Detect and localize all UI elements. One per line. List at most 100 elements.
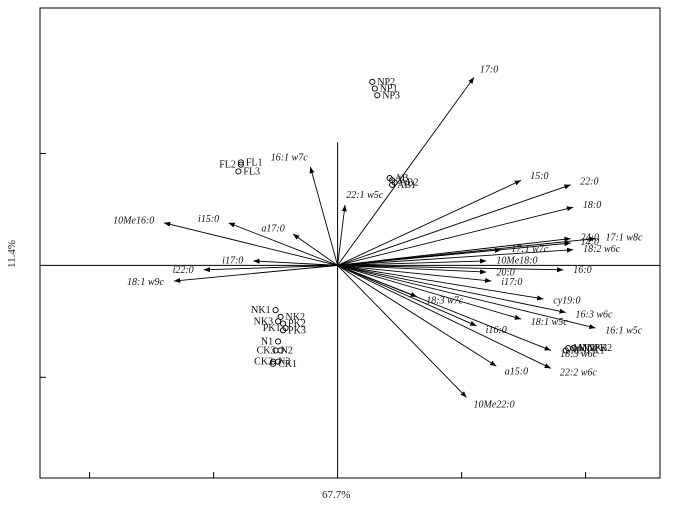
sample-point	[389, 181, 396, 188]
variable-label: 17:1 w7c	[511, 244, 549, 255]
variable-label: i15:0	[198, 214, 219, 225]
sample-label: NK3	[254, 316, 273, 327]
sample-point	[371, 85, 378, 92]
sample-point	[277, 313, 284, 320]
variable-vector	[173, 264, 338, 283]
variable-vector	[337, 264, 418, 298]
sample-point	[275, 358, 282, 365]
sample-label: NK1	[251, 305, 270, 316]
sample-label: PK2	[288, 319, 306, 330]
sample-label: NP3	[382, 90, 400, 101]
variable-label: i17:0	[501, 277, 522, 288]
variable-vector	[337, 264, 492, 283]
sample-label: NP2	[377, 77, 395, 88]
variable-label: 20:0	[496, 268, 514, 279]
sample-point	[562, 347, 569, 354]
sample-label: FL2	[219, 160, 236, 171]
sample-label: NP1	[380, 84, 398, 95]
sample-point	[237, 161, 244, 168]
variable-vector	[337, 204, 347, 266]
plot-frame	[39, 7, 661, 479]
variable-vector	[337, 247, 502, 266]
variable-label: 18:1 w9c	[127, 277, 165, 288]
variable-label: a17:0	[261, 223, 284, 234]
variable-vector	[337, 179, 522, 266]
y-axis-label: 11.4%	[6, 239, 18, 268]
variable-label: a15:0	[505, 366, 528, 377]
variable-vector	[337, 264, 487, 275]
sample-label: MNPK1	[571, 345, 605, 356]
variable-vector	[309, 166, 339, 266]
sample-label: 3	[397, 175, 402, 186]
sample-label: CK1	[278, 359, 297, 370]
vector-layer: 17:0 15:0 22:0 18:0 17:1 w8c 24:014:018:2 w6c…	[113, 64, 643, 410]
sample-point	[270, 360, 277, 367]
variable-label: 16:3 w6c	[576, 309, 614, 320]
variable-label: 18:2 w6c	[583, 244, 621, 255]
variable-label: 24:0	[581, 232, 599, 243]
variable-vector	[337, 264, 477, 327]
sample-label: MNPK2	[578, 343, 612, 354]
sample-point	[279, 320, 287, 327]
variable-label: 10Me22:0	[474, 400, 515, 411]
variable-label: 15:0	[530, 171, 548, 182]
sample-point	[272, 307, 279, 314]
variable-label: 18:3 w7c	[426, 295, 464, 306]
sample-point	[275, 338, 282, 345]
sample-label: CK3	[257, 345, 276, 356]
sample-label: CK2	[254, 357, 273, 368]
sample-label: MNPK3	[573, 343, 607, 354]
sample-label: AB	[395, 173, 409, 184]
variable-vector	[253, 258, 338, 266]
sample-point	[374, 92, 381, 99]
variable-vector	[337, 206, 574, 266]
variable-vector	[337, 184, 571, 266]
variable-vector	[337, 77, 475, 266]
variable-vector	[337, 265, 467, 398]
variable-label: 17:1 w8c	[605, 232, 643, 243]
variable-label: 10Me18:0	[496, 256, 537, 267]
variable-vector	[337, 264, 566, 314]
sample-point	[237, 159, 244, 166]
sample-point	[235, 168, 242, 175]
variable-label: i17:0	[222, 255, 243, 266]
variable-label: i16:0	[486, 325, 507, 336]
sample-point	[279, 327, 287, 334]
variable-label: 18:3 w6c	[560, 349, 598, 360]
variable-vector	[337, 258, 487, 266]
variable-label: 22:1 w5c	[346, 190, 384, 201]
sample-label: FL1	[246, 157, 263, 168]
sample-label: N3	[278, 357, 290, 368]
sample-point	[275, 318, 282, 325]
sample-label: N1	[261, 336, 273, 347]
x-axis-label: 67.7%	[322, 489, 351, 501]
variable-vector	[337, 264, 552, 369]
variable-vector	[337, 264, 544, 301]
variable-label: 10Me16:0	[113, 215, 154, 226]
sample-label: AB1	[397, 180, 416, 191]
variable-vector	[337, 236, 571, 266]
sample-point	[277, 347, 284, 354]
variable-label: 22:2 w6c	[560, 368, 598, 379]
sample-label: PK3	[288, 325, 306, 336]
variable-label: 17:0	[480, 64, 498, 75]
variable-vector	[337, 247, 574, 266]
variable-label: 18:1 w5c	[531, 317, 569, 328]
variable-vector	[337, 265, 497, 367]
variable-vector	[337, 264, 596, 330]
variable-label: 14:0	[581, 237, 599, 248]
sample-label: PK1	[263, 323, 281, 334]
variable-label: 16:1 w7c	[271, 152, 309, 163]
variable-label: 16:1 w5c	[605, 325, 643, 336]
variable-vector	[337, 264, 522, 320]
variable-label: cy19:0	[553, 296, 580, 307]
variable-label: 18:0	[583, 200, 601, 211]
variable-vector	[228, 222, 338, 266]
sample-point	[369, 78, 376, 85]
variable-vector	[163, 221, 338, 266]
sample-label: AB2	[400, 178, 419, 189]
variable-vector	[292, 233, 338, 266]
sample-label: N2	[281, 345, 293, 356]
sample-label: NK2	[286, 312, 305, 323]
